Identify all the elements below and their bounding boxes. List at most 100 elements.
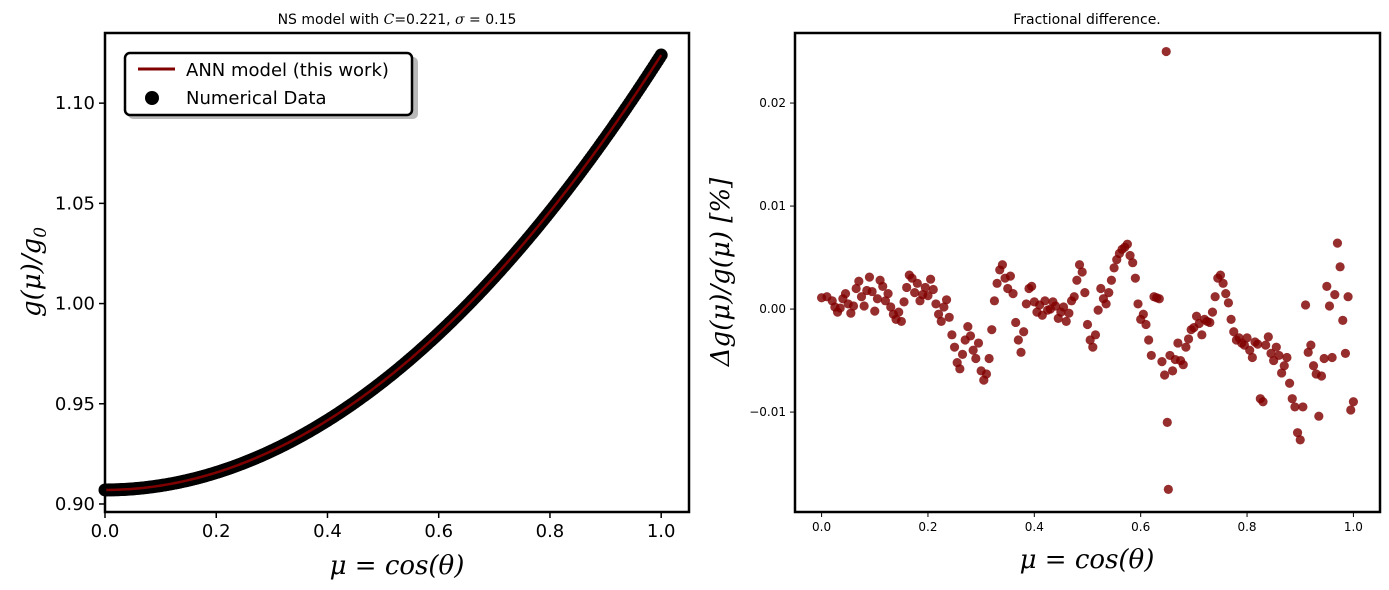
fractional-difference-point xyxy=(894,307,904,317)
legend-box xyxy=(123,51,414,117)
fractional-difference-point xyxy=(1173,338,1183,348)
left-chart-frame xyxy=(103,31,691,514)
fractional-difference-point xyxy=(1340,348,1351,358)
fractional-difference-point xyxy=(973,338,984,348)
right-y-tick-label: 0.00 xyxy=(759,302,786,316)
fractional-difference-point xyxy=(992,278,1002,288)
fractional-difference-point xyxy=(981,369,992,379)
fractional-difference-point xyxy=(872,294,883,304)
fractional-difference-point xyxy=(1167,366,1178,376)
fractional-difference-point xyxy=(1130,273,1140,283)
fractional-difference-point xyxy=(1061,316,1071,327)
fractional-difference-point xyxy=(1101,299,1111,309)
left-chart: NS model with C=0.221, σ = 0.15 0.0 0.2 0.… xyxy=(17,12,691,581)
fractional-difference-point xyxy=(955,364,965,374)
fractional-difference-point xyxy=(1266,348,1276,358)
fractional-difference-point xyxy=(957,349,968,359)
legend-entry-numerical-data: Numerical Data xyxy=(186,88,327,109)
fractional-difference-point xyxy=(947,330,957,340)
fractional-difference-point xyxy=(1077,267,1087,277)
fractional-difference-point xyxy=(1021,299,1031,309)
fractional-difference-point xyxy=(1090,330,1101,340)
left-y-axis: 0.90 0.95 1.00 1.05 1.10 xyxy=(55,93,105,515)
fractional-difference-point xyxy=(1274,350,1284,361)
fractional-difference-point xyxy=(984,353,994,364)
fractional-difference-point xyxy=(1005,271,1015,281)
fractional-difference-point xyxy=(1306,340,1316,350)
fractional-difference-point xyxy=(1096,283,1106,294)
fractional-difference-point xyxy=(1161,46,1171,57)
fractional-difference-point xyxy=(846,308,856,318)
fractional-difference-point xyxy=(1271,342,1281,352)
left-y-tick-label: 0.90 xyxy=(55,494,95,515)
left-x-tick-label: 0.6 xyxy=(424,521,453,542)
left-x-axis: 0.0 0.2 0.4 0.6 0.8 1.0 xyxy=(91,512,676,542)
fractional-difference-point xyxy=(1040,296,1050,306)
right-x-axis: 0.0 0.2 0.4 0.6 0.8 1.0 xyxy=(812,512,1363,534)
right-x-axis-label: μ = cos(θ) xyxy=(1020,545,1155,575)
right-x-tick-label: 0.6 xyxy=(1131,520,1150,534)
fractional-difference-point xyxy=(1253,339,1263,349)
left-y-axis-label: g(μ)/g0 xyxy=(17,227,51,317)
fractional-difference-point xyxy=(1106,275,1117,285)
left-x-tick-label: 0.2 xyxy=(202,521,231,542)
fractional-difference-point xyxy=(1088,342,1098,352)
fractional-difference-point xyxy=(963,321,973,332)
fractional-difference-point xyxy=(1348,397,1359,407)
fractional-difference-point xyxy=(1011,317,1021,328)
right-y-axis-label: Δg(μ)/g(μ) [%] xyxy=(706,177,736,367)
fractional-difference-point xyxy=(854,276,864,286)
legend-marker-swatch xyxy=(145,91,159,105)
fractional-difference-point xyxy=(899,297,909,307)
legend-entry-ann-model: ANN model (this work) xyxy=(186,60,389,81)
fractional-difference-point xyxy=(1247,352,1257,363)
fractional-difference-point xyxy=(1157,357,1167,367)
fractional-difference-point xyxy=(1050,301,1061,311)
fractional-difference-point xyxy=(1223,298,1234,308)
right-chart: Fractional difference. 0.0 0.2 0.4 0.6 0.8 1.… xyxy=(706,12,1382,575)
fractional-difference-point xyxy=(1016,347,1026,357)
fractional-difference-point xyxy=(1008,289,1018,299)
fractional-difference-point xyxy=(920,282,930,293)
fractional-difference-point xyxy=(1292,428,1303,438)
fractional-difference-point xyxy=(1284,378,1295,388)
right-chart-title: Fractional difference. xyxy=(1013,12,1161,28)
fractional-difference-point xyxy=(851,283,861,294)
left-x-tick-label: 0.8 xyxy=(536,521,565,542)
fractional-difference-point xyxy=(840,289,851,299)
fractional-difference-point xyxy=(1303,347,1313,357)
left-x-tick-label: 0.4 xyxy=(313,521,342,542)
right-plot-area xyxy=(816,46,1359,494)
fractional-difference-point xyxy=(1300,300,1311,310)
fractional-difference-point xyxy=(1064,308,1074,318)
fractional-difference-point xyxy=(1141,319,1151,330)
fractional-difference-point xyxy=(1207,307,1218,317)
right-y-axis: −0.01 0.00 0.01 0.02 xyxy=(749,96,795,419)
fractional-difference-point xyxy=(944,312,954,322)
fractional-difference-point xyxy=(1298,402,1308,412)
left-x-tick-label: 1.0 xyxy=(647,521,676,542)
fractional-difference-point xyxy=(1019,327,1029,337)
fractional-difference-point xyxy=(1332,238,1343,248)
fractional-difference-point xyxy=(896,316,906,327)
fractional-difference-point xyxy=(912,278,922,288)
fractional-difference-point xyxy=(968,345,978,355)
fractional-difference-point xyxy=(1178,360,1188,370)
fractional-difference-point xyxy=(989,296,1000,306)
fractional-difference-point xyxy=(1027,281,1037,292)
right-x-tick-label: 0.8 xyxy=(1237,520,1256,534)
fractional-difference-point xyxy=(926,274,936,284)
fractional-difference-point xyxy=(1221,289,1231,299)
left-y-tick-label: 1.10 xyxy=(55,93,95,114)
fractional-difference-point xyxy=(1319,353,1329,364)
fractional-difference-point xyxy=(1058,302,1069,312)
fractional-difference-point xyxy=(848,301,859,311)
left-chart-title: NS model with C=0.221, σ = 0.15 xyxy=(278,12,517,28)
fractional-difference-point xyxy=(1181,342,1191,352)
fractional-difference-point xyxy=(1261,340,1271,350)
right-chart-frame xyxy=(793,31,1382,514)
fractional-difference-point xyxy=(1093,305,1103,315)
fractional-difference-point xyxy=(987,325,997,335)
fractional-difference-point xyxy=(1324,301,1335,311)
